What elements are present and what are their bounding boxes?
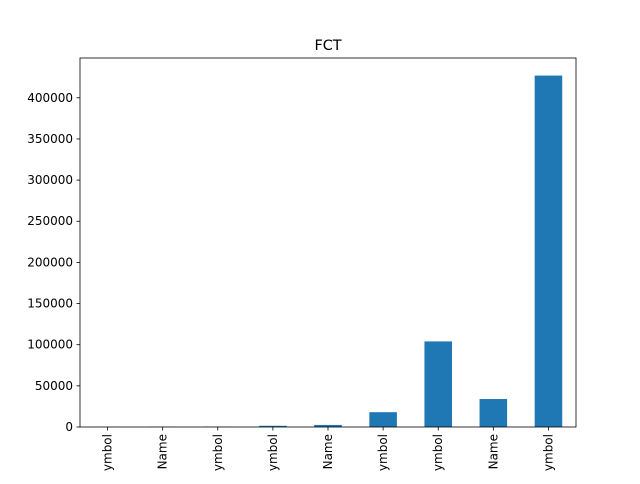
bar bbox=[424, 341, 452, 427]
x-tick-label: Name bbox=[156, 434, 170, 469]
x-tick-label: ymbol bbox=[101, 434, 115, 471]
x-tick-label: ymbol bbox=[541, 434, 555, 471]
x-tick-label: Name bbox=[321, 434, 335, 469]
chart-title: FCT bbox=[314, 38, 341, 54]
x-tick-label: Name bbox=[486, 434, 500, 469]
y-tick-label: 300000 bbox=[27, 173, 73, 187]
y-axis-ticks: 0 50000 100000 150000 200000 250000 300000 3500… bbox=[27, 91, 80, 434]
y-tick-label: 0 bbox=[65, 420, 73, 434]
y-tick-label: 200000 bbox=[27, 255, 73, 269]
bar bbox=[480, 399, 508, 427]
x-tick-label: ymbol bbox=[376, 434, 390, 471]
y-tick-label: 50000 bbox=[35, 379, 73, 393]
bar bbox=[369, 412, 397, 427]
bar bbox=[535, 76, 563, 427]
y-tick-label: 250000 bbox=[27, 214, 73, 228]
x-tick-label: ymbol bbox=[431, 434, 445, 471]
y-tick-label: 100000 bbox=[27, 338, 73, 352]
x-tick-label: ymbol bbox=[266, 434, 280, 471]
x-tick-label: ymbol bbox=[211, 434, 225, 471]
bars-layer bbox=[94, 76, 562, 427]
x-axis-ticks: ymbol Name ymbol ymbol Name ymbol ymbol Name ymb… bbox=[101, 427, 556, 471]
y-tick-label: 400000 bbox=[27, 91, 73, 105]
axes-frame bbox=[80, 58, 576, 427]
y-tick-label: 150000 bbox=[27, 297, 73, 311]
y-tick-label: 350000 bbox=[27, 132, 73, 146]
